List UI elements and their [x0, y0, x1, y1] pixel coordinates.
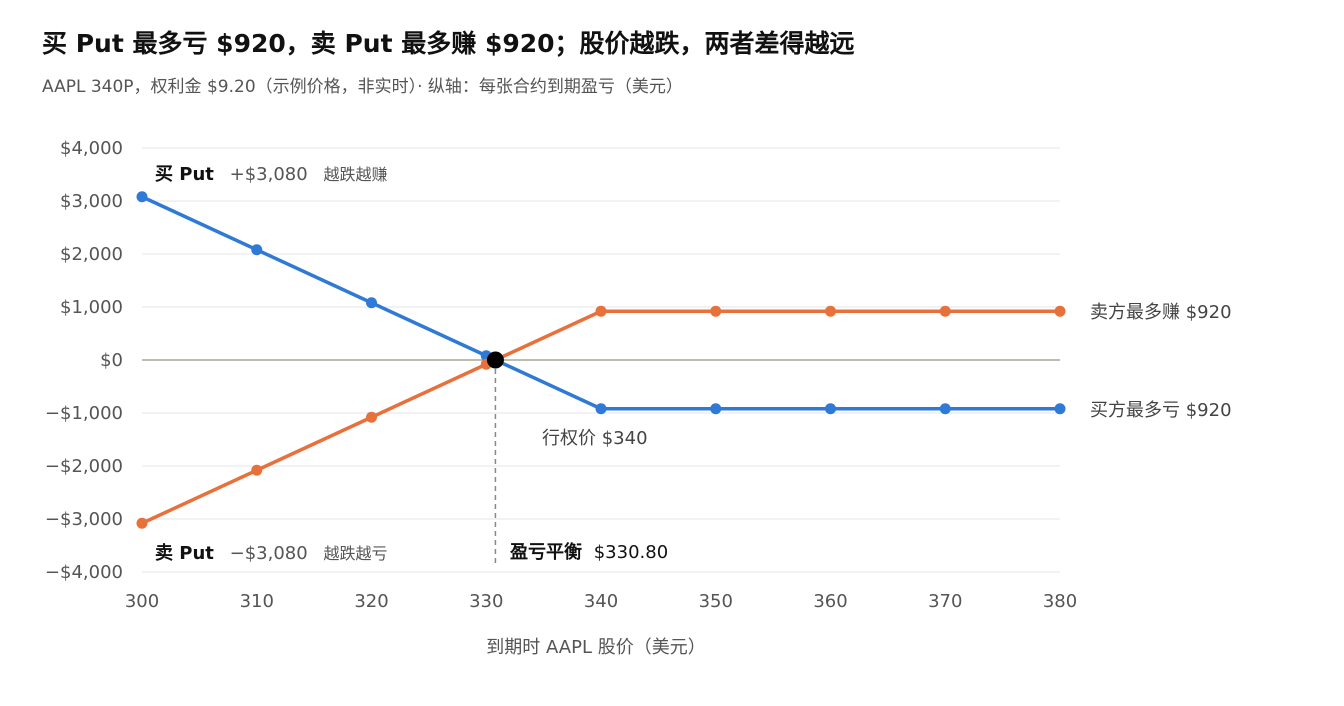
chart-subtitle: AAPL 340P，权利金 $9.20（示例价格，非实时）· 纵轴：每张合约到期… — [42, 77, 683, 97]
data-point — [136, 517, 148, 529]
breakeven-label: 盈亏平衡 — [509, 541, 582, 563]
seller-max-label: 卖方最多赚 $920 — [1090, 302, 1232, 323]
data-point — [595, 305, 607, 317]
y-tick-label: −$3,000 — [45, 509, 123, 530]
x-tick-label: 320 — [354, 591, 388, 612]
sell-put-annotation: 卖 Put −$3,080 越跌越亏 — [155, 542, 387, 564]
data-point — [710, 403, 722, 415]
series-line-1 — [141, 309, 1060, 525]
buy-put-annotation: 买 Put +$3,080 越跌越赚 — [155, 164, 387, 185]
data-point — [939, 403, 951, 415]
grid-lines — [142, 147, 1060, 573]
data-point — [136, 191, 148, 203]
data-point — [939, 305, 951, 317]
y-tick-label: $4,000 — [60, 138, 123, 159]
x-tick-label: 380 — [1043, 591, 1077, 612]
breakeven-point — [486, 351, 504, 369]
data-point — [1054, 403, 1066, 415]
series-lines — [136, 191, 1066, 529]
y-tick-label: $1,000 — [60, 297, 123, 318]
x-tick-label: 330 — [469, 591, 503, 612]
strike-label: 行权价 $340 — [542, 428, 648, 449]
y-tick-label: −$4,000 — [45, 562, 123, 583]
data-point — [710, 305, 722, 317]
data-point — [1054, 305, 1066, 317]
buy-put-label: 买 Put — [155, 164, 214, 185]
x-axis-ticks: 300 310 320 330 340 350 360 370 380 — [125, 591, 1077, 612]
y-tick-label: $2,000 — [60, 244, 123, 265]
data-point — [825, 305, 836, 317]
data-point — [366, 411, 377, 423]
x-tick-label: 340 — [584, 591, 618, 612]
data-point — [251, 244, 263, 256]
x-tick-label: 360 — [813, 591, 847, 612]
data-point — [825, 403, 836, 415]
data-point — [366, 297, 377, 309]
y-axis-ticks: $4,000 $3,000 $2,000 $1,000 $0 −$1,000 −$2,000… — [45, 138, 123, 583]
x-tick-label: 370 — [928, 591, 962, 612]
x-tick-label: 310 — [240, 591, 274, 612]
x-tick-label: 300 — [125, 591, 159, 612]
sell-put-value: −$3,080 — [230, 543, 308, 564]
buy-put-value: +$3,080 — [230, 164, 308, 185]
breakeven-annotation: 盈亏平衡 $330.80 — [509, 541, 668, 563]
sell-put-label: 卖 Put — [155, 542, 214, 564]
chart-title: 买 Put 最多亏 $920，卖 Put 最多赚 $920；股价越跌，两者差得越… — [42, 29, 855, 58]
series-line-0 — [141, 195, 1060, 411]
x-tick-label: 350 — [699, 591, 733, 612]
buy-put-note: 越跌越赚 — [323, 165, 387, 184]
y-tick-label: $0 — [100, 350, 123, 371]
breakeven-value: $330.80 — [594, 542, 668, 563]
data-point — [251, 464, 263, 476]
buyer-max-label: 买方最多亏 $920 — [1090, 400, 1232, 421]
y-tick-label: −$1,000 — [45, 403, 123, 424]
y-tick-label: $3,000 — [60, 191, 123, 212]
data-point — [595, 403, 607, 415]
x-axis-label: 到期时 AAPL 股价（美元） — [486, 637, 705, 658]
sell-put-note: 越跌越亏 — [323, 544, 387, 563]
y-tick-label: −$2,000 — [45, 456, 123, 477]
